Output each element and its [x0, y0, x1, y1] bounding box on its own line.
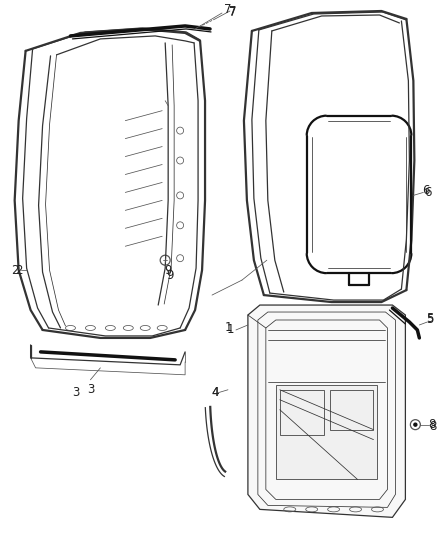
Text: 9: 9 — [166, 269, 174, 281]
Text: 3: 3 — [87, 383, 94, 396]
Text: 3: 3 — [72, 386, 79, 399]
Bar — [330, 390, 374, 430]
Text: 4: 4 — [211, 386, 219, 399]
Text: 9: 9 — [164, 264, 172, 277]
Text: 7: 7 — [229, 4, 237, 18]
Circle shape — [414, 423, 417, 426]
Text: 6: 6 — [424, 186, 432, 199]
Bar — [280, 390, 324, 434]
Text: 4: 4 — [211, 386, 219, 399]
Text: 1: 1 — [224, 321, 232, 335]
Text: 2: 2 — [15, 264, 22, 277]
Polygon shape — [248, 305, 406, 518]
Text: 1: 1 — [226, 324, 234, 336]
Text: 8: 8 — [429, 418, 436, 431]
Text: 2: 2 — [11, 264, 18, 277]
Text: 5: 5 — [427, 311, 434, 325]
Text: 7: 7 — [229, 6, 237, 20]
Text: 5: 5 — [427, 313, 434, 327]
Text: 8: 8 — [430, 420, 437, 433]
Text: 7: 7 — [224, 3, 232, 15]
Text: 6: 6 — [423, 184, 430, 197]
FancyBboxPatch shape — [276, 385, 378, 480]
